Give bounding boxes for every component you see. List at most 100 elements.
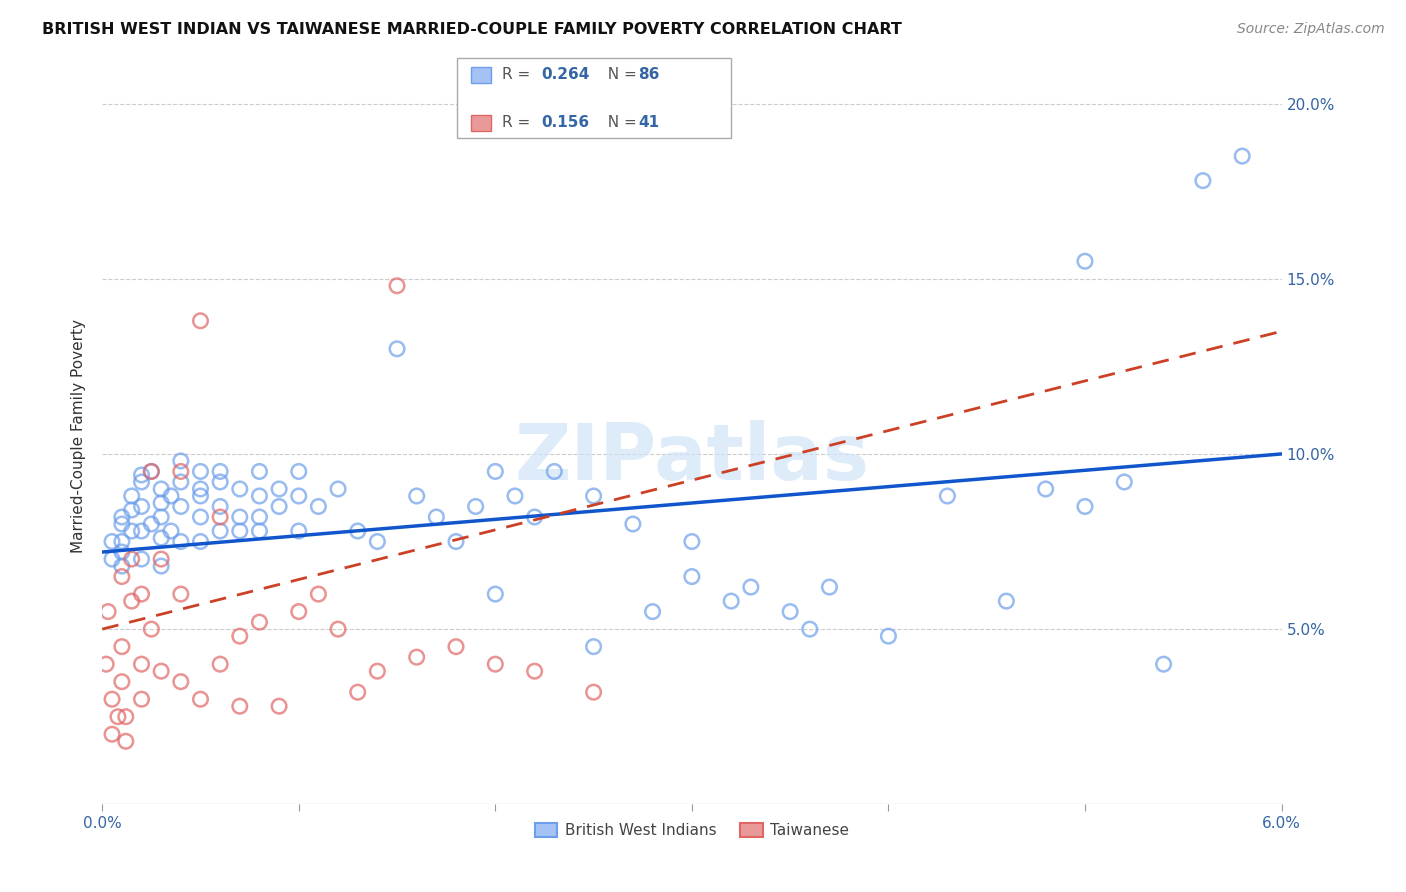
Point — [326, 482, 349, 496]
Point — [366, 664, 388, 678]
Point — [995, 594, 1018, 608]
Point — [131, 552, 153, 566]
Point — [94, 657, 117, 672]
Point — [1114, 475, 1136, 489]
Point — [170, 454, 193, 468]
Point — [111, 510, 134, 524]
Point — [464, 500, 486, 514]
Point — [1074, 254, 1097, 268]
Point — [249, 510, 271, 524]
Point — [114, 734, 136, 748]
Point — [1074, 500, 1097, 514]
Text: R =: R = — [502, 67, 536, 81]
Point — [444, 534, 467, 549]
Point — [405, 489, 427, 503]
Point — [209, 500, 232, 514]
Point — [150, 482, 173, 496]
Point — [582, 640, 605, 654]
Point — [405, 650, 427, 665]
Point — [269, 482, 291, 496]
Point — [170, 534, 193, 549]
Point — [484, 657, 506, 672]
Point — [681, 534, 703, 549]
Point — [141, 465, 163, 479]
Point — [141, 622, 163, 636]
Point — [111, 569, 134, 583]
Point — [287, 465, 309, 479]
Point — [444, 640, 467, 654]
Point — [249, 615, 271, 629]
Point — [101, 534, 124, 549]
Point — [1232, 149, 1254, 163]
Point — [229, 629, 252, 643]
Point — [141, 516, 163, 531]
Point — [209, 465, 232, 479]
Point — [107, 709, 129, 723]
Point — [484, 587, 506, 601]
Point — [190, 489, 212, 503]
Point — [150, 664, 173, 678]
Point — [121, 503, 143, 517]
Y-axis label: Married-Couple Family Poverty: Married-Couple Family Poverty — [72, 319, 86, 553]
Legend: British West Indians, Taiwanese: British West Indians, Taiwanese — [529, 817, 855, 845]
Point — [160, 489, 183, 503]
Point — [287, 489, 309, 503]
Point — [503, 489, 526, 503]
Point — [543, 465, 565, 479]
Point — [190, 465, 212, 479]
Point — [97, 605, 120, 619]
Point — [121, 489, 143, 503]
Point — [170, 587, 193, 601]
Point — [779, 605, 801, 619]
Point — [190, 482, 212, 496]
Point — [170, 465, 193, 479]
Point — [131, 500, 153, 514]
Text: 41: 41 — [638, 115, 659, 129]
Point — [190, 692, 212, 706]
Point — [740, 580, 762, 594]
Point — [121, 552, 143, 566]
Point — [326, 622, 349, 636]
Point — [209, 524, 232, 538]
Text: R =: R = — [502, 115, 536, 129]
Text: 0.156: 0.156 — [541, 115, 589, 129]
Point — [936, 489, 959, 503]
Point — [160, 524, 183, 538]
Point — [287, 605, 309, 619]
Point — [269, 699, 291, 714]
Text: N =: N = — [598, 115, 641, 129]
Point — [523, 664, 546, 678]
Point — [1192, 174, 1215, 188]
Point — [346, 524, 368, 538]
Point — [307, 587, 329, 601]
Point — [111, 674, 134, 689]
Point — [209, 657, 232, 672]
Point — [877, 629, 900, 643]
Point — [229, 699, 252, 714]
Point — [720, 594, 742, 608]
Point — [229, 510, 252, 524]
Point — [641, 605, 664, 619]
Point — [131, 587, 153, 601]
Point — [111, 516, 134, 531]
Point — [101, 727, 124, 741]
Point — [425, 510, 447, 524]
Text: BRITISH WEST INDIAN VS TAIWANESE MARRIED-COUPLE FAMILY POVERTY CORRELATION CHART: BRITISH WEST INDIAN VS TAIWANESE MARRIED… — [42, 22, 903, 37]
Point — [121, 524, 143, 538]
Point — [307, 500, 329, 514]
Text: N =: N = — [598, 67, 641, 81]
Point — [385, 342, 408, 356]
Point — [101, 692, 124, 706]
Point — [385, 278, 408, 293]
Point — [114, 709, 136, 723]
Text: 86: 86 — [638, 67, 659, 81]
Point — [170, 500, 193, 514]
Point — [229, 524, 252, 538]
Point — [287, 524, 309, 538]
Point — [582, 685, 605, 699]
Point — [150, 559, 173, 574]
Point — [131, 524, 153, 538]
Point — [249, 524, 271, 538]
Point — [190, 510, 212, 524]
Point — [229, 482, 252, 496]
